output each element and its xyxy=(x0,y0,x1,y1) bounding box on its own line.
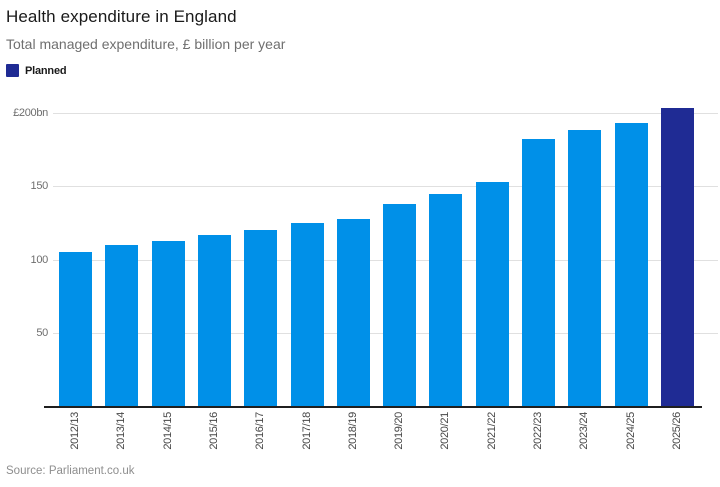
y-axis-tick-label: 100 xyxy=(30,253,49,266)
x-axis-tick-label: 2025/26 xyxy=(671,412,684,450)
x-axis-tick-label: 2020/21 xyxy=(439,412,452,450)
x-axis-tick-label: 2015/16 xyxy=(207,412,220,450)
legend-planned-swatch-icon xyxy=(6,64,19,77)
bar-2018-19 xyxy=(336,218,370,407)
legend: Planned xyxy=(6,64,67,77)
x-axis-tick-label: 2024/25 xyxy=(624,412,637,450)
x-axis-tick-label: 2022/23 xyxy=(532,412,545,450)
legend-planned-label: Planned xyxy=(25,64,67,77)
gridline-150 xyxy=(53,186,718,188)
page-title: Health expenditure in England xyxy=(6,7,237,26)
x-axis-tick-label: 2018/19 xyxy=(346,412,359,450)
bar-2022-23 xyxy=(522,139,556,407)
x-axis-tick-label: 2016/17 xyxy=(254,412,267,450)
bar-2017-18 xyxy=(290,222,324,407)
x-axis-tick-label: 2012/13 xyxy=(69,412,81,450)
bar-2021-22 xyxy=(475,181,509,407)
bar-2020-21 xyxy=(429,193,463,407)
bar-2012-13 xyxy=(59,252,92,407)
x-axis-line xyxy=(44,406,702,408)
source-text: Source: Parliament.co.uk xyxy=(6,465,135,477)
bar-2025-26 xyxy=(661,108,695,407)
bar-2023-24 xyxy=(568,130,602,407)
y-axis-tick-label: £200bn xyxy=(13,106,48,119)
gridline-200 xyxy=(53,112,718,114)
x-axis-tick-label: 2023/24 xyxy=(578,412,591,450)
x-axis-tick-label: 2013/14 xyxy=(115,412,128,450)
x-axis-tick-label: 2017/18 xyxy=(300,412,313,450)
bar-2016-17 xyxy=(244,230,278,407)
bar-2024-25 xyxy=(614,122,648,407)
y-axis-tick-label: 150 xyxy=(30,180,49,193)
x-axis-tick-label: 2019/20 xyxy=(393,412,406,450)
y-axis-tick-label: 50 xyxy=(36,327,48,340)
bar-2019-20 xyxy=(383,203,417,407)
bar-2015-16 xyxy=(197,234,231,407)
x-axis-tick-label: 2021/22 xyxy=(485,412,498,450)
chart-subtitle: Total managed expenditure, £ billion per… xyxy=(6,36,286,52)
bar-2014-15 xyxy=(151,240,185,407)
plot-area xyxy=(53,104,718,407)
x-axis-tick-label: 2014/15 xyxy=(161,412,174,450)
bar-2013-14 xyxy=(105,245,139,407)
